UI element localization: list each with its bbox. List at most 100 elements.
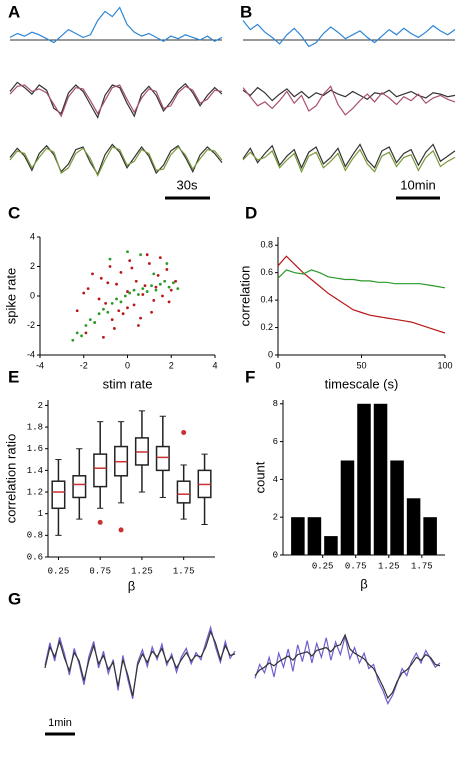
y-tick-label: -2	[27, 320, 35, 330]
point	[141, 293, 145, 296]
trace	[254, 633, 441, 700]
y-tick-label: 0	[268, 349, 273, 359]
panel-letter: E	[8, 367, 19, 386]
y-tick-label: 0.8	[260, 240, 273, 250]
trace	[44, 625, 236, 699]
x-tick-label: 0.25	[312, 561, 334, 571]
y-tick-label: 0	[273, 550, 278, 560]
bar	[307, 517, 322, 555]
point	[154, 285, 158, 289]
point	[150, 310, 153, 314]
point	[126, 250, 129, 254]
point	[106, 281, 110, 285]
y-tick-label: 0.2	[260, 322, 273, 332]
trace	[254, 636, 441, 706]
point	[134, 279, 138, 283]
point	[167, 285, 171, 289]
y-tick-label: 0.6	[260, 267, 273, 277]
x-tick-label: -4	[36, 360, 44, 370]
point	[152, 272, 156, 276]
point	[137, 324, 140, 327]
point	[137, 293, 140, 296]
point	[110, 301, 114, 305]
y-tick-label: 0.8	[27, 531, 43, 541]
point	[156, 273, 160, 277]
point	[132, 288, 136, 292]
point	[115, 297, 118, 301]
scale-bar-label: 1min	[48, 717, 72, 729]
y-tick-label: 2	[30, 261, 35, 271]
point	[108, 257, 112, 261]
y-axis-label: correlation	[237, 266, 252, 327]
box	[155, 445, 170, 472]
point	[176, 287, 180, 291]
bar	[406, 498, 421, 555]
x-tick-label: 100	[437, 360, 452, 370]
line	[277, 269, 446, 289]
x-tick-label: 1.25	[378, 561, 400, 571]
bar	[373, 403, 388, 555]
x-axis-label: timescale (s)	[325, 376, 399, 391]
panel-letter: A	[8, 2, 20, 21]
y-tick-label: 6	[273, 437, 278, 447]
y-tick-label: 1.8	[27, 422, 43, 432]
y-tick-label: 0	[30, 290, 35, 300]
point	[139, 316, 143, 320]
point	[123, 294, 127, 298]
trace	[242, 148, 456, 174]
y-tick-label: 0.4	[260, 294, 273, 304]
x-tick-label: 50	[356, 360, 366, 370]
bar	[291, 517, 305, 555]
point	[75, 331, 79, 335]
point	[147, 262, 151, 265]
point	[86, 287, 90, 291]
point	[163, 279, 167, 283]
point	[121, 312, 125, 316]
point	[117, 309, 121, 313]
x-axis-label: β	[360, 576, 367, 591]
y-axis-label: correlation ratio	[3, 434, 18, 524]
x-tick-label: 1.75	[173, 566, 195, 576]
point	[152, 299, 156, 302]
point	[141, 287, 145, 291]
x-tick-label: 0	[275, 360, 280, 370]
point	[104, 301, 108, 305]
trace	[9, 6, 223, 44]
point	[71, 338, 75, 342]
point	[119, 271, 123, 274]
point	[112, 327, 116, 330]
point	[91, 272, 94, 276]
point	[126, 306, 129, 310]
point	[167, 300, 171, 304]
point	[169, 288, 173, 292]
trace	[9, 81, 223, 119]
scale-bar-label: 10min	[400, 177, 435, 192]
box	[93, 453, 108, 488]
x-tick-label: 1.25	[131, 566, 153, 576]
point	[115, 282, 118, 286]
y-tick-label: 4	[273, 475, 278, 485]
point	[126, 290, 129, 293]
x-tick-label: 4	[212, 360, 217, 370]
bar	[324, 536, 338, 555]
point	[130, 266, 134, 270]
x-tick-label: 0.75	[89, 566, 111, 576]
point	[158, 256, 162, 260]
point	[84, 331, 88, 335]
x-tick-label: 0.75	[345, 561, 367, 571]
x-tick-label: 1.75	[411, 561, 433, 571]
panel-letter: F	[245, 367, 255, 386]
panel-letter: B	[240, 2, 252, 21]
point	[75, 309, 79, 313]
point	[132, 303, 136, 307]
box	[72, 475, 87, 499]
panel-letter: C	[8, 203, 20, 222]
point	[108, 265, 112, 268]
y-tick-label: -4	[27, 349, 35, 359]
point	[158, 282, 162, 286]
point	[97, 297, 101, 301]
y-tick-label: 2	[273, 513, 278, 523]
bar	[423, 517, 437, 555]
point	[102, 335, 105, 339]
trace	[242, 143, 456, 170]
